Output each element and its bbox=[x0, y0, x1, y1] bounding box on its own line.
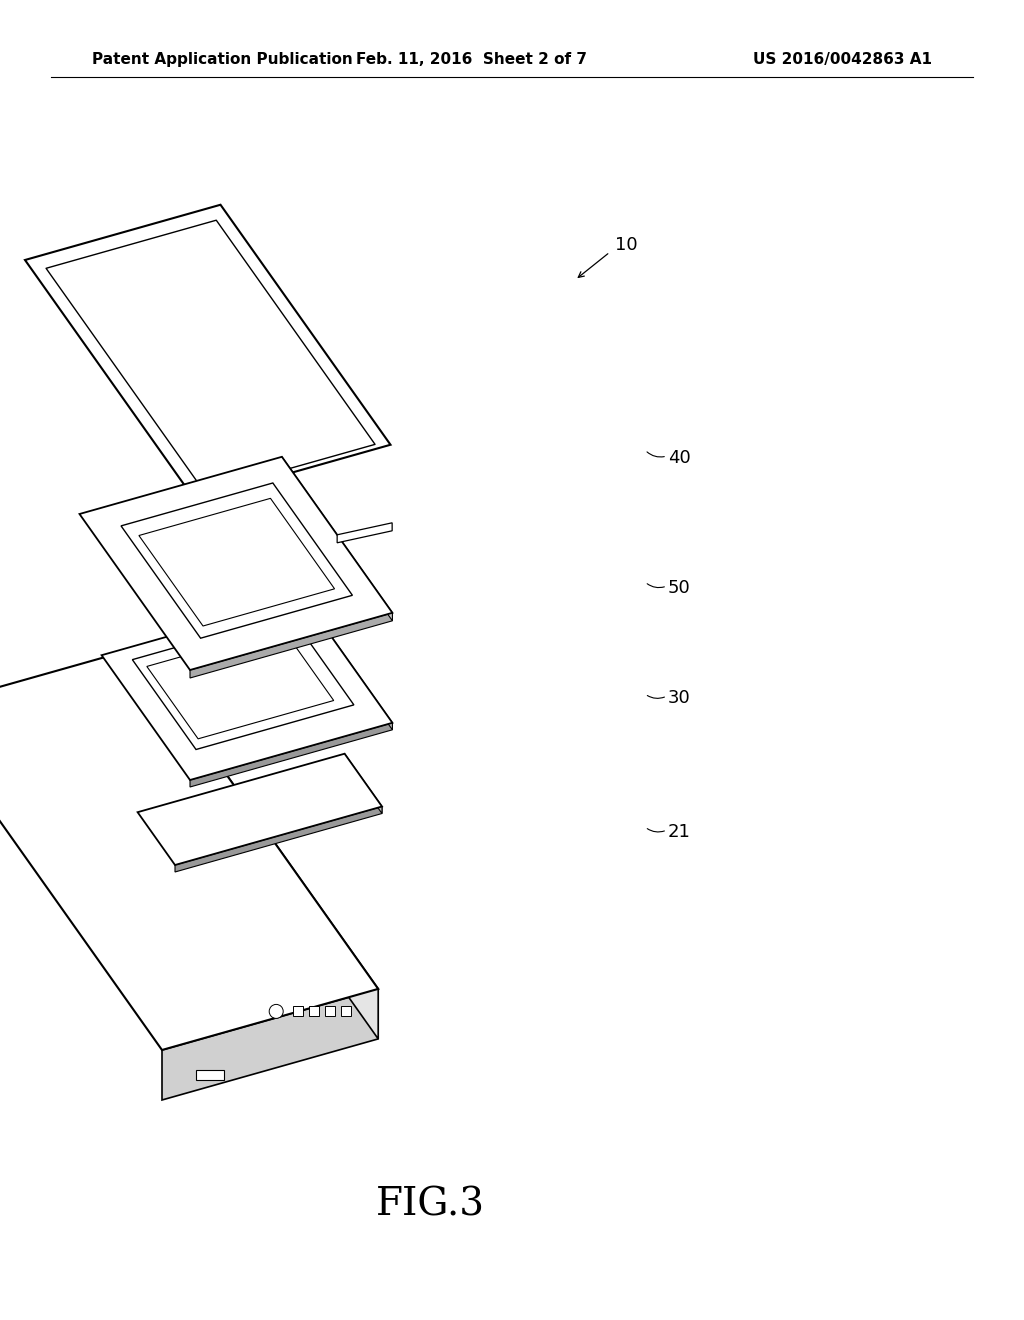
Polygon shape bbox=[345, 754, 382, 813]
Polygon shape bbox=[337, 523, 392, 543]
Text: US 2016/0042863 A1: US 2016/0042863 A1 bbox=[753, 51, 932, 67]
Polygon shape bbox=[175, 807, 382, 873]
Polygon shape bbox=[101, 598, 392, 780]
Text: FIG.3: FIG.3 bbox=[376, 1187, 484, 1224]
Polygon shape bbox=[121, 483, 352, 638]
Polygon shape bbox=[139, 499, 335, 626]
Text: 10: 10 bbox=[615, 236, 638, 253]
Polygon shape bbox=[304, 598, 392, 730]
Polygon shape bbox=[190, 612, 392, 678]
Polygon shape bbox=[282, 457, 392, 620]
Polygon shape bbox=[162, 989, 378, 1100]
Polygon shape bbox=[196, 1071, 223, 1080]
Polygon shape bbox=[137, 648, 378, 1039]
Polygon shape bbox=[293, 1006, 303, 1016]
Polygon shape bbox=[341, 1006, 351, 1016]
Polygon shape bbox=[80, 457, 392, 671]
Text: 21: 21 bbox=[668, 822, 691, 841]
Text: Feb. 11, 2016  Sheet 2 of 7: Feb. 11, 2016 Sheet 2 of 7 bbox=[355, 51, 587, 67]
Text: 30: 30 bbox=[668, 689, 691, 708]
Text: 50: 50 bbox=[668, 579, 691, 597]
Polygon shape bbox=[309, 1006, 319, 1016]
Polygon shape bbox=[0, 648, 378, 1049]
Polygon shape bbox=[25, 205, 390, 500]
Polygon shape bbox=[146, 628, 334, 739]
Polygon shape bbox=[137, 754, 382, 865]
Text: 40: 40 bbox=[668, 449, 691, 467]
Circle shape bbox=[269, 1005, 284, 1019]
Polygon shape bbox=[190, 723, 392, 787]
Text: Patent Application Publication: Patent Application Publication bbox=[92, 51, 353, 67]
Polygon shape bbox=[326, 1006, 335, 1016]
Polygon shape bbox=[132, 615, 354, 750]
